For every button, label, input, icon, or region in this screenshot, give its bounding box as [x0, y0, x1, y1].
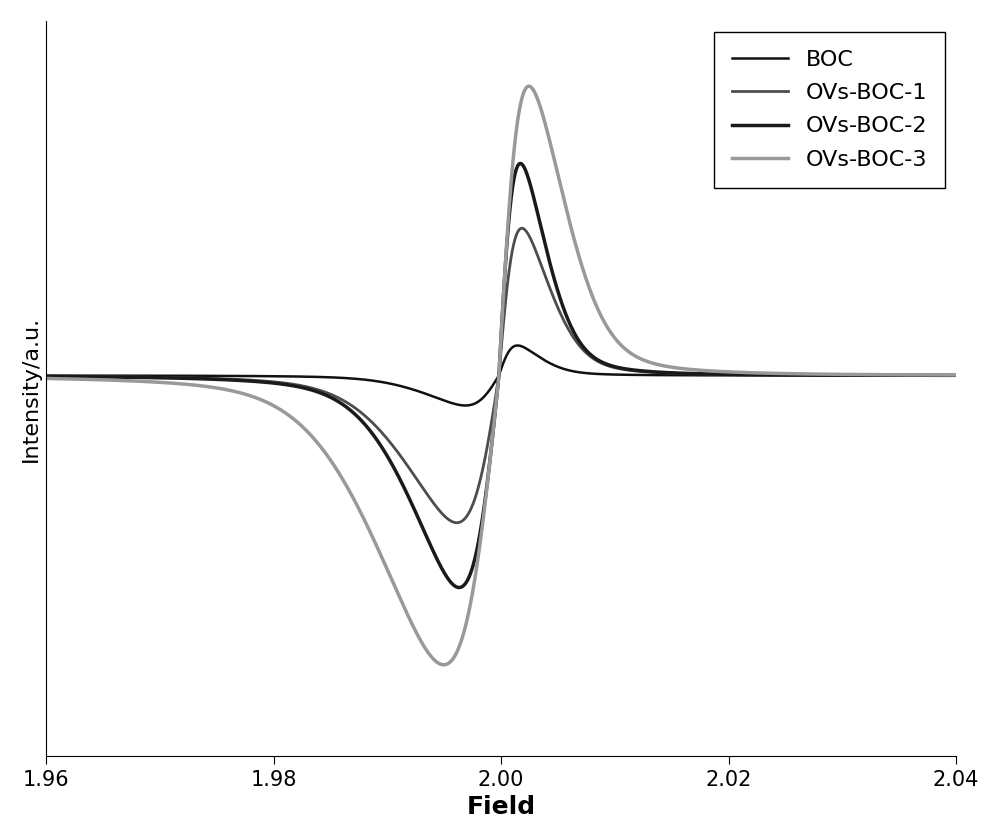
BOC	[370, 376, 382, 386]
BOC	[950, 370, 962, 381]
OVs-BOC-1	[370, 421, 382, 431]
BOC	[512, 340, 524, 350]
BOC	[459, 401, 471, 411]
OVs-BOC-2	[950, 370, 962, 381]
OVs-BOC-2	[40, 371, 52, 381]
BOC	[619, 370, 631, 380]
OVs-BOC-2	[86, 372, 98, 382]
OVs-BOC-3	[950, 370, 962, 380]
BOC	[763, 370, 775, 381]
Line: OVs-BOC-2: OVs-BOC-2	[46, 164, 956, 587]
OVs-BOC-2	[763, 370, 775, 380]
OVs-BOC-3	[763, 368, 775, 378]
OVs-BOC-1	[451, 517, 463, 528]
Line: OVs-BOC-3: OVs-BOC-3	[46, 87, 956, 664]
OVs-BOC-3	[40, 374, 52, 384]
OVs-BOC-3	[579, 270, 591, 280]
OVs-BOC-2	[715, 369, 727, 379]
OVs-BOC-2	[619, 364, 631, 374]
OVs-BOC-1	[950, 370, 962, 381]
BOC	[715, 370, 727, 381]
OVs-BOC-1	[579, 347, 591, 357]
OVs-BOC-2	[370, 433, 382, 444]
Y-axis label: Intensity/a.u.: Intensity/a.u.	[21, 316, 41, 462]
OVs-BOC-3	[370, 539, 382, 549]
OVs-BOC-1	[763, 370, 775, 380]
OVs-BOC-1	[516, 223, 528, 234]
BOC	[86, 370, 98, 381]
OVs-BOC-2	[514, 159, 526, 169]
OVs-BOC-3	[619, 344, 631, 354]
OVs-BOC-3	[715, 366, 727, 376]
OVs-BOC-1	[86, 371, 98, 381]
OVs-BOC-1	[40, 371, 52, 381]
OVs-BOC-2	[579, 344, 591, 354]
OVs-BOC-3	[523, 81, 535, 92]
X-axis label: Field: Field	[467, 795, 536, 819]
BOC	[40, 370, 52, 381]
OVs-BOC-1	[715, 370, 727, 380]
Line: OVs-BOC-1: OVs-BOC-1	[46, 228, 956, 522]
OVs-BOC-3	[438, 659, 450, 669]
OVs-BOC-2	[453, 582, 465, 592]
Legend: BOC, OVs-BOC-1, OVs-BOC-2, OVs-BOC-3: BOC, OVs-BOC-1, OVs-BOC-2, OVs-BOC-3	[714, 32, 945, 187]
OVs-BOC-3	[86, 375, 98, 385]
Line: BOC: BOC	[46, 345, 956, 406]
BOC	[579, 368, 591, 378]
OVs-BOC-1	[619, 365, 631, 375]
